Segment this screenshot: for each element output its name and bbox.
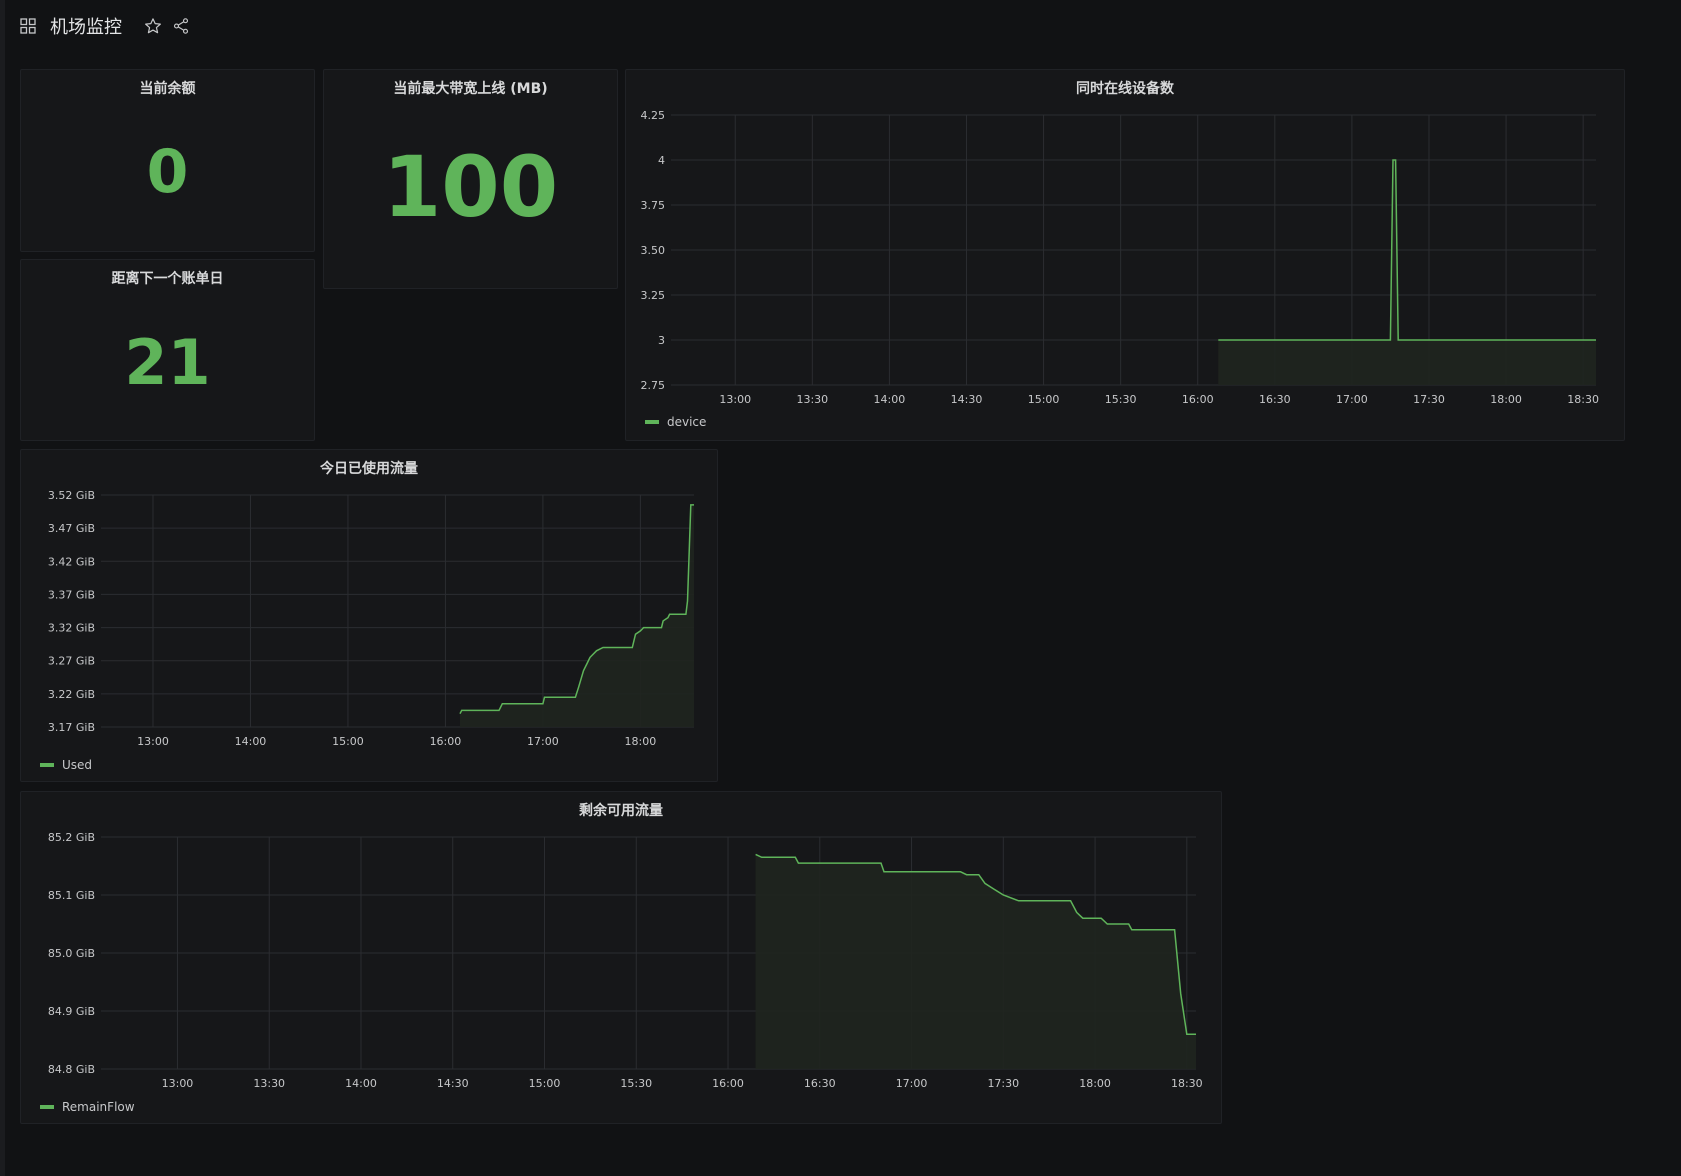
legend[interactable]: RemainFlow xyxy=(40,1100,135,1114)
x-tick-label: 13:00 xyxy=(162,1077,194,1090)
y-tick-label: 3 xyxy=(658,334,665,347)
x-tick-label: 17:30 xyxy=(1413,393,1445,406)
dashboard-header: 机场监控 xyxy=(20,14,190,38)
x-tick-label: 13:00 xyxy=(719,393,751,406)
x-tick-label: 14:00 xyxy=(874,393,906,406)
y-tick-label: 3.52 GiB xyxy=(48,489,95,502)
y-tick-label: 85.2 GiB xyxy=(48,831,95,844)
y-tick-label: 3.25 xyxy=(641,289,666,302)
y-tick-label: 4 xyxy=(658,154,665,167)
x-tick-label: 17:00 xyxy=(896,1077,928,1090)
remain-panel[interactable]: 剩余可用流量 85.2 GiB 85.1 GiB 85.0 GiB 84.9 GiB 8… xyxy=(20,791,1222,1124)
panel-title: 今日已使用流量 xyxy=(320,461,418,477)
y-tick-label: 85.0 GiB xyxy=(48,947,95,960)
series-area xyxy=(460,504,694,727)
devices-chart: 4.25 4 3.75 3.50 3.25 3 2.75 13:00 13:30 14:00 14:… xyxy=(641,109,1600,406)
legend-swatch xyxy=(645,420,659,424)
x-tick-label: 13:30 xyxy=(796,393,828,406)
x-tick-label: 15:00 xyxy=(529,1077,561,1090)
legend-swatch xyxy=(40,1105,54,1109)
y-tick-label: 3.27 GiB xyxy=(48,655,95,668)
series-area xyxy=(755,854,1196,1069)
x-tick-label: 17:30 xyxy=(987,1077,1019,1090)
legend[interactable]: Used xyxy=(40,758,92,772)
next-bill-value: 21 xyxy=(124,326,211,399)
x-tick-label: 16:00 xyxy=(1182,393,1214,406)
x-tick-label: 18:00 xyxy=(625,735,657,748)
y-tick-label: 84.8 GiB xyxy=(48,1063,95,1076)
x-tick-label: 13:00 xyxy=(137,735,169,748)
x-tick-label: 16:30 xyxy=(1259,393,1291,406)
x-tick-label: 15:30 xyxy=(620,1077,652,1090)
x-tick-label: 14:00 xyxy=(235,735,267,748)
y-tick-label: 3.75 xyxy=(641,199,666,212)
y-tick-label: 3.50 xyxy=(641,244,666,257)
next-bill-panel[interactable]: 距离下一个账单日 21 xyxy=(20,259,315,441)
legend[interactable]: device xyxy=(645,415,706,429)
y-tick-label: 3.17 GiB xyxy=(48,721,95,734)
legend-label: Used xyxy=(62,758,93,772)
series-line xyxy=(755,853,1196,1035)
x-tick-label: 18:00 xyxy=(1079,1077,1111,1090)
series-line xyxy=(1218,159,1596,341)
bandwidth-value: 100 xyxy=(382,138,559,236)
x-tick-label: 14:30 xyxy=(951,393,983,406)
used-chart: 3.52 GiB 3.47 GiB 3.42 GiB 3.37 GiB 3.32 GiB… xyxy=(48,489,694,748)
y-tick-label: 4.25 xyxy=(641,109,666,122)
dashboard-grid-icon[interactable] xyxy=(20,18,36,34)
x-tick-label: 18:00 xyxy=(1490,393,1522,406)
panel-title: 剩余可用流量 xyxy=(579,803,663,819)
panel-title: 同时在线设备数 xyxy=(1076,81,1174,97)
y-tick-label: 2.75 xyxy=(641,379,666,392)
panel-title: 当前最大带宽上线 (MB) xyxy=(393,81,548,97)
x-tick-label: 17:00 xyxy=(527,735,559,748)
y-tick-label: 3.37 GiB xyxy=(48,588,95,601)
x-tick-label: 16:00 xyxy=(430,735,462,748)
x-tick-label: 18:30 xyxy=(1567,393,1599,406)
star-icon[interactable] xyxy=(144,17,162,35)
remain-chart: 85.2 GiB 85.1 GiB 85.0 GiB 84.9 GiB 84.8 GiB… xyxy=(48,831,1203,1090)
legend-label: RemainFlow xyxy=(62,1100,135,1114)
x-tick-label: 16:00 xyxy=(712,1077,744,1090)
y-tick-label: 84.9 GiB xyxy=(48,1005,95,1018)
panel-title: 当前余额 xyxy=(139,81,196,97)
x-tick-label: 18:30 xyxy=(1171,1077,1203,1090)
y-tick-label: 85.1 GiB xyxy=(48,889,95,902)
y-tick-label: 3.32 GiB xyxy=(48,622,95,635)
bandwidth-panel[interactable]: 当前最大带宽上线 (MB) 100 xyxy=(323,69,618,289)
x-tick-label: 14:00 xyxy=(345,1077,377,1090)
balance-value: 0 xyxy=(146,137,189,207)
x-tick-label: 16:30 xyxy=(804,1077,836,1090)
series-line xyxy=(459,504,694,715)
legend-swatch xyxy=(40,763,54,767)
x-tick-label: 15:00 xyxy=(332,735,364,748)
left-edge xyxy=(0,0,5,1176)
y-tick-label: 3.47 GiB xyxy=(48,522,95,535)
used-panel[interactable]: 今日已使用流量 3.52 GiB 3.47 GiB 3.42 GiB 3.37 GiB… xyxy=(20,449,718,782)
x-tick-label: 13:30 xyxy=(253,1077,285,1090)
x-tick-label: 15:30 xyxy=(1105,393,1137,406)
balance-panel[interactable]: 当前余额 0 xyxy=(20,69,315,252)
y-tick-label: 3.42 GiB xyxy=(48,555,95,568)
x-tick-label: 14:30 xyxy=(437,1077,469,1090)
devices-panel[interactable]: 同时在线设备数 4.25 4 3.75 3.50 3.25 3 2.75 13:00 13:30… xyxy=(625,69,1625,441)
panel-title: 距离下一个账单日 xyxy=(111,271,224,287)
y-tick-label: 3.22 GiB xyxy=(48,688,95,701)
x-tick-label: 15:00 xyxy=(1028,393,1060,406)
dashboard-title[interactable]: 机场监控 xyxy=(50,17,122,38)
share-icon[interactable] xyxy=(172,17,190,35)
x-tick-label: 17:00 xyxy=(1336,393,1368,406)
legend-label: device xyxy=(667,415,707,429)
